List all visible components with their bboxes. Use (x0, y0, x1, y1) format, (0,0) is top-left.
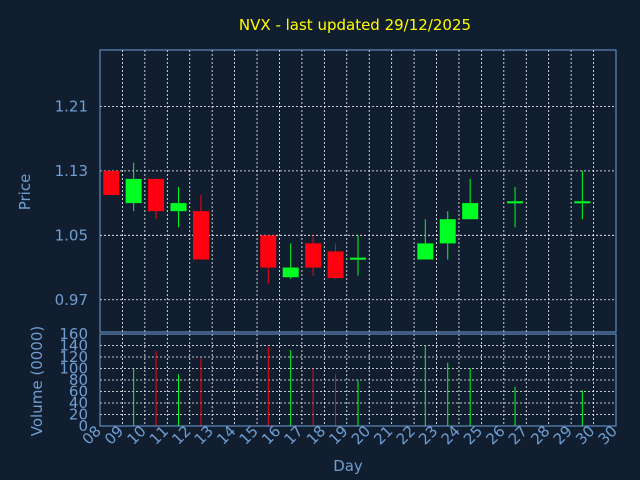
volume-tick-label: 0 (78, 417, 88, 435)
candle-body (103, 170, 120, 196)
candle (148, 178, 165, 220)
candle-body (439, 219, 456, 244)
candle (282, 243, 299, 279)
candle-body (305, 243, 322, 268)
candle (103, 170, 120, 196)
volume-tick-label: 80 (69, 371, 88, 389)
volume-tick-label: 60 (69, 383, 88, 401)
candle-body (417, 243, 434, 260)
price-tick-label: 0.97 (55, 291, 88, 309)
candle (507, 186, 524, 228)
candle (574, 170, 591, 220)
candle (170, 186, 187, 228)
price-tick-labels: 1.21 1.13 1.05 0.97 (55, 97, 88, 308)
price-axis-label: Price (16, 174, 34, 211)
candle-body (125, 178, 142, 204)
volume-tick-label: 160 (59, 325, 88, 343)
candle (417, 219, 434, 260)
candle (462, 178, 479, 220)
volume-tick-label: 40 (69, 394, 88, 412)
chart-title: NVX - last updated 29/12/2025 (239, 16, 471, 34)
volume-tick-label: 120 (59, 348, 88, 366)
candle (192, 195, 209, 260)
candle (350, 235, 366, 276)
volume-tick-label: 100 (59, 360, 88, 378)
candle-body (462, 203, 479, 220)
candle (125, 162, 142, 212)
candle-body (350, 257, 366, 260)
candle-body (148, 178, 165, 212)
price-grid (100, 50, 616, 332)
candle-body (282, 267, 299, 278)
price-plot-frame (99, 49, 617, 333)
volume-series (133, 345, 583, 426)
candle-body (260, 235, 277, 268)
candle (439, 211, 456, 260)
x-axis-label: Day (333, 457, 363, 475)
volume-tick-label: 20 (69, 406, 88, 424)
candle (327, 243, 344, 279)
candle-body (574, 201, 591, 204)
volume-plot-frame (99, 333, 617, 427)
candle (305, 235, 322, 276)
candle-body (507, 201, 524, 204)
candle-body (192, 211, 209, 260)
price-tick-label: 1.13 (55, 162, 88, 180)
price-tick-label: 1.21 (55, 97, 88, 115)
candlestick-series (103, 162, 591, 284)
price-tick-label: 1.05 (55, 226, 88, 244)
candle (260, 235, 277, 284)
volume-tick-label: 140 (59, 337, 88, 355)
volume-axis-label: Volume (0000) (28, 326, 46, 436)
candle-body (327, 251, 344, 279)
candle-body (170, 203, 187, 212)
